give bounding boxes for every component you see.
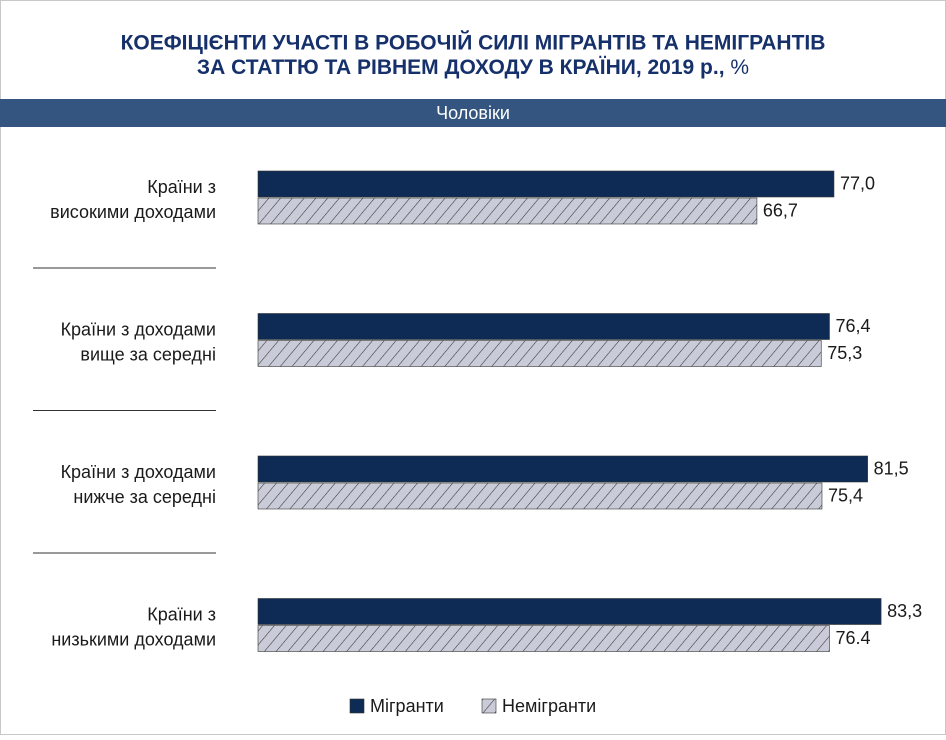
category-label: низькими доходами	[51, 629, 216, 649]
category-label: Країни з доходами	[61, 462, 216, 482]
category-label: Країни з	[147, 177, 216, 197]
value-label: 75,4	[828, 485, 863, 505]
category-label: нижче за середні	[73, 487, 216, 507]
value-label: 75,3	[827, 343, 862, 363]
legend-swatch	[481, 698, 497, 714]
bar	[257, 340, 822, 367]
subtitle: Чоловіки	[436, 103, 510, 123]
value-label: 83,3	[887, 601, 922, 621]
bar	[257, 197, 758, 225]
bar	[257, 170, 835, 198]
unit: %	[730, 56, 749, 79]
category-label: Країни з	[147, 604, 216, 624]
legend-swatch	[349, 698, 365, 714]
value-label: 81,5	[874, 458, 909, 478]
value-label: 76,4	[835, 316, 870, 336]
value-label: 76.4	[835, 628, 870, 648]
bar	[257, 313, 830, 340]
chart-title: ЗА СТАТТЮ ТА РІВНЕМ ДОХОДУ В КРАЇНИ, 201…	[197, 56, 749, 79]
chart-title-line: ЗА СТАТТЮ ТА РІВНЕМ ДОХОДУ В КРАЇНИ, 201…	[197, 56, 725, 79]
legend-label: Немігранти	[502, 696, 596, 716]
value-label: 66,7	[763, 200, 798, 220]
chart-title: КОЕФІЦІЄНТИ УЧАСТІ В РОБОЧІЙ СИЛІ МІГРАН…	[121, 31, 826, 55]
bar	[257, 482, 823, 510]
bar	[257, 625, 830, 652]
subtitle-band	[0, 99, 946, 127]
bar	[257, 598, 882, 625]
value-label: 77,0	[840, 173, 875, 193]
category-label: високими доходами	[50, 202, 216, 222]
bar	[257, 455, 868, 483]
legend-label: Мігранти	[370, 696, 444, 716]
category-label: вище за середні	[80, 344, 216, 364]
category-label: Країни з доходами	[61, 319, 216, 339]
